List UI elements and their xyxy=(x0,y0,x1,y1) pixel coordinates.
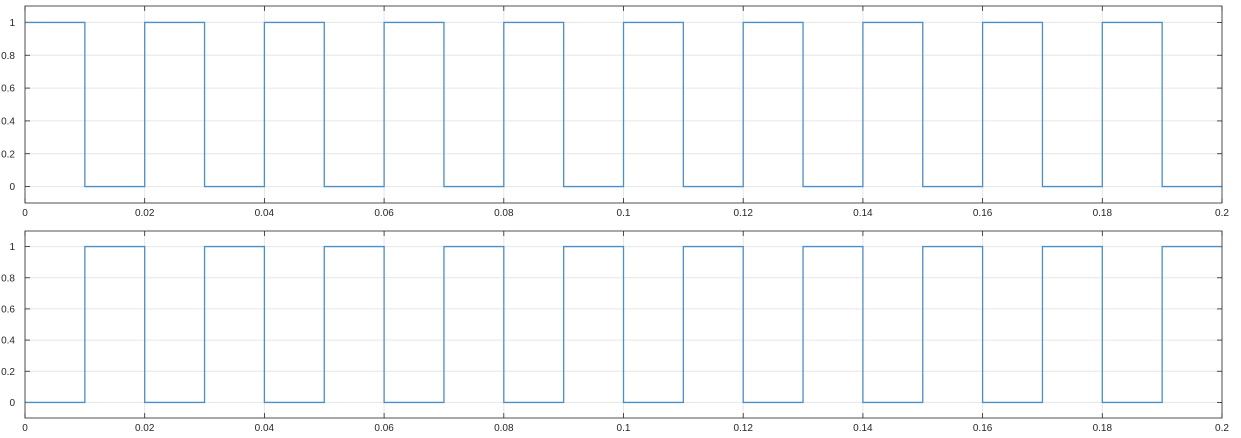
plot-2-x-tick-label: 0.14 xyxy=(853,423,873,434)
plot-2-x-tick-label: 0.04 xyxy=(255,423,275,434)
plot-1-y-tick-label: 0 xyxy=(9,182,15,193)
plot-2-x-tick-label: 0.02 xyxy=(135,423,155,434)
plot-1-y-tick-label: 0.8 xyxy=(1,51,15,62)
plot-1-x-tick-label: 0.16 xyxy=(973,208,993,219)
plot-2-y-tick-label: 0 xyxy=(9,398,15,409)
plot-2-y-tick-label: 0.6 xyxy=(1,304,15,315)
plot-2-y-tick-label: 0.4 xyxy=(1,336,15,347)
plot-2: 0 0.02 0.04 0.06 0.08 0.1 0.12 0.14 0.16 0.18 0.2 0… xyxy=(1,231,1229,434)
plot-1-x-tick-label: 0.06 xyxy=(374,208,394,219)
plot-1-x-tick-label: 0.02 xyxy=(135,208,155,219)
plot-1-y-tick-label: 0.4 xyxy=(1,116,15,127)
plot-1-x-tick-label: 0.04 xyxy=(255,208,275,219)
plot-2-x-tick-label: 0.2 xyxy=(1215,423,1229,434)
plot-2-x-tick-label: 0.1 xyxy=(617,423,631,434)
plot-1-x-tick-label: 0.14 xyxy=(853,208,873,219)
plot-1: 0 0.02 0.04 0.06 0.08 0.1 0.12 0.14 0.16 0.18 0.2 0… xyxy=(1,6,1229,219)
plot-1-y-tick-label: 1 xyxy=(9,18,15,29)
plot-2-y-tick-label: 0.8 xyxy=(1,273,15,284)
plot-2-x-tick-label: 0.06 xyxy=(374,423,394,434)
plot-2-series-line xyxy=(25,247,1222,403)
plot-1-x-tick-label: 0.2 xyxy=(1215,208,1229,219)
plot-1-series-line xyxy=(25,22,1222,186)
plot-2-x-tick-label: 0.18 xyxy=(1093,423,1113,434)
plot-1-y-tick-label: 0.2 xyxy=(1,149,15,160)
plot-1-y-tick-label: 0.6 xyxy=(1,84,15,95)
plot-2-y-tick-label: 0.2 xyxy=(1,367,15,378)
plot-1-x-tick-label: 0 xyxy=(22,208,28,219)
plot-1-x-tick-label: 0.18 xyxy=(1093,208,1113,219)
plot-2-y-tick-label: 1 xyxy=(9,242,15,253)
plot-2-x-tick-label: 0.12 xyxy=(733,423,753,434)
plot-1-x-tick-label: 0.12 xyxy=(733,208,753,219)
plot-2-x-tick-label: 0.16 xyxy=(973,423,993,434)
plot-2-x-tick-label: 0.08 xyxy=(494,423,514,434)
plot-1-x-tick-label: 0.1 xyxy=(617,208,631,219)
plot-1-x-tick-label: 0.08 xyxy=(494,208,514,219)
plot-2-x-tick-label: 0 xyxy=(22,423,28,434)
